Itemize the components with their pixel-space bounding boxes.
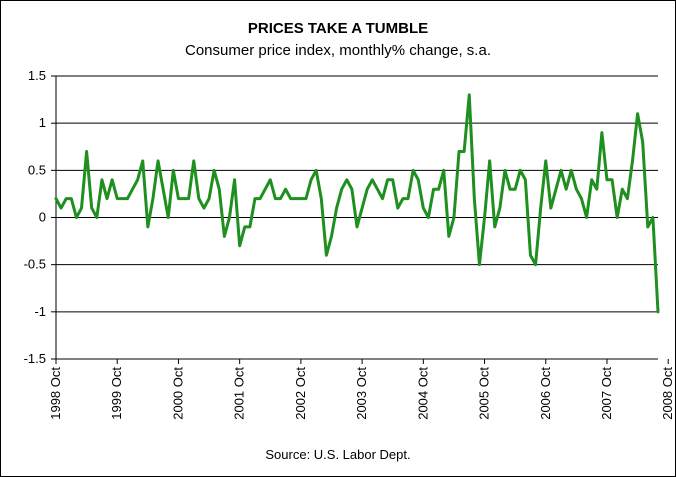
x-tick-label: 2006 Oct	[538, 367, 553, 420]
x-tick-label: 2001 Oct	[232, 367, 247, 420]
chart-title: PRICES TAKE A TUMBLE	[247, 20, 429, 37]
x-tick-label: 2005 Oct	[477, 367, 492, 420]
y-tick-label: -1	[34, 304, 46, 319]
y-tick-label: 1	[39, 115, 46, 130]
x-tick-label: 2007 Oct	[599, 367, 614, 420]
series-line-cpi	[54, 93, 660, 314]
chart-source: Source: U.S. Labor Dept.	[265, 447, 411, 462]
y-axis-ticks: 1.5 1 0.5 0 -0.5 -1 -1.5	[24, 68, 56, 366]
chart-subtitle: Consumer price index, monthly% change, s…	[185, 42, 491, 59]
y-tick-label: -0.5	[24, 257, 46, 272]
series-layer	[54, 93, 660, 314]
x-tick-label: 1998 Oct	[48, 367, 63, 420]
y-tick-label: 0.5	[28, 162, 46, 177]
x-tick-label: 1999 Oct	[109, 367, 124, 420]
x-tick-label: 2000 Oct	[170, 367, 185, 420]
x-tick-label: 2002 Oct	[293, 367, 308, 420]
y-tick-label: -1.5	[24, 351, 46, 366]
x-tick-label: 2003 Oct	[354, 367, 369, 420]
x-tick-label: 2004 Oct	[415, 367, 430, 420]
x-axis-ticks: 1998 Oct 1999 Oct 2000 Oct 2001 Oct 2002 Oct…	[48, 359, 675, 420]
y-tick-label: 1.5	[28, 68, 46, 83]
x-tick-label: 2008 Oct	[660, 367, 675, 420]
y-tick-label: 0	[39, 210, 46, 225]
